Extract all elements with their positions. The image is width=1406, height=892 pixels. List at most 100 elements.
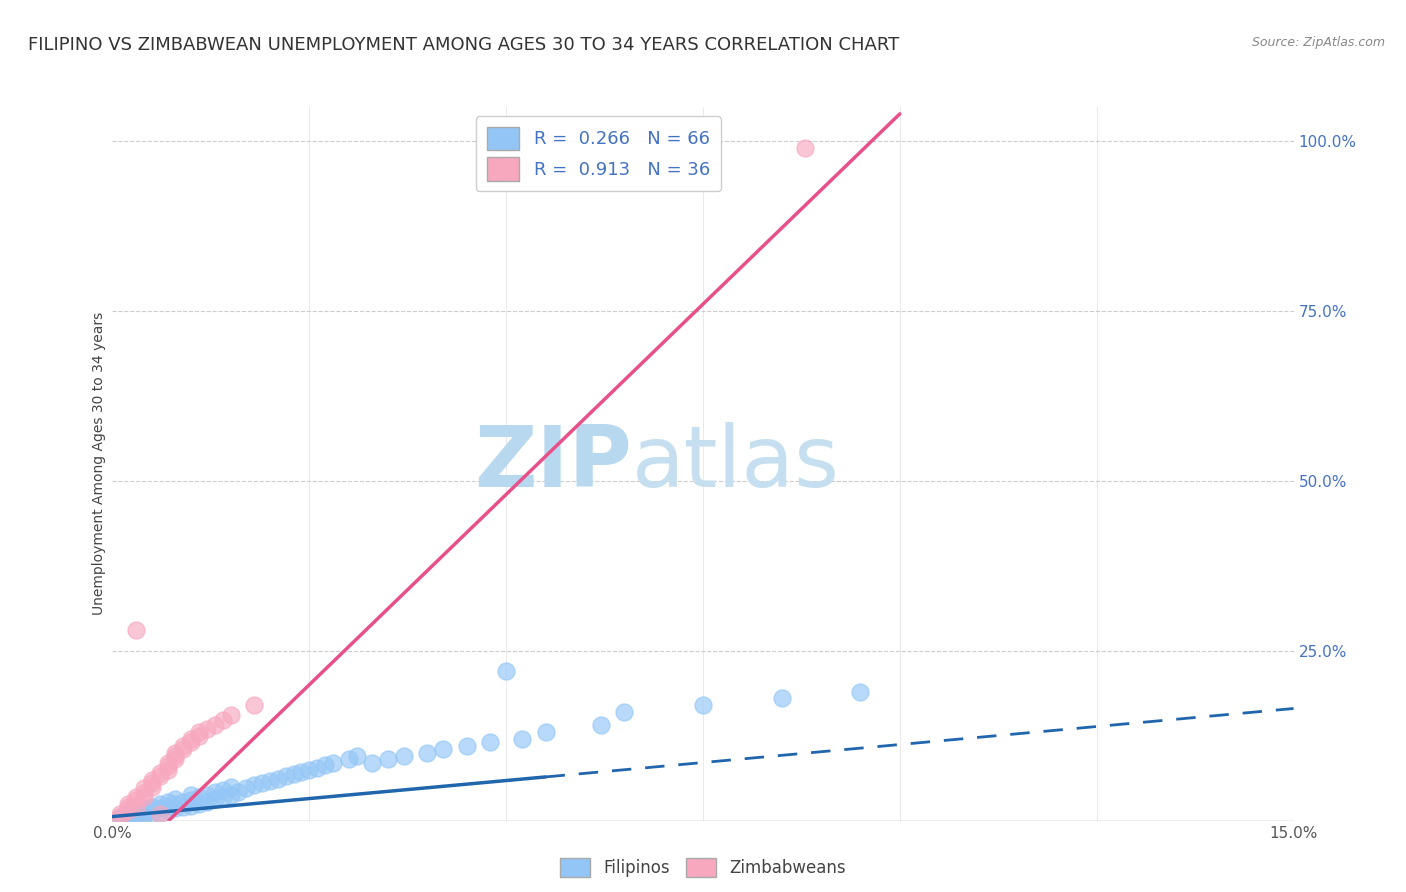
Point [204, 718, 226, 732]
Text: atlas: atlas [633, 422, 841, 506]
Point [204, 792, 226, 806]
Point [290, 764, 312, 779]
Point [180, 788, 202, 802]
Point [243, 778, 266, 792]
Point [180, 732, 202, 747]
Point [195, 788, 218, 802]
Point [165, 746, 187, 760]
Point [211, 783, 233, 797]
Point [132, 787, 155, 801]
Point [243, 698, 266, 712]
Text: FILIPINO VS ZIMBABWEAN UNEMPLOYMENT AMONG AGES 30 TO 34 YEARS CORRELATION CHART: FILIPINO VS ZIMBABWEAN UNEMPLOYMENT AMON… [28, 36, 900, 54]
Point [589, 718, 612, 732]
Point [195, 795, 218, 809]
Point [416, 746, 439, 760]
Point [180, 735, 202, 749]
Point [172, 742, 194, 756]
Point [149, 769, 172, 783]
Point [110, 810, 132, 824]
Point [165, 801, 187, 815]
Point [613, 705, 636, 719]
Point [141, 780, 163, 794]
Point [149, 766, 172, 780]
Point [149, 797, 172, 811]
Point [132, 805, 155, 820]
Point [188, 725, 211, 739]
Point [267, 772, 290, 786]
Point [141, 776, 163, 790]
Point [274, 769, 297, 783]
Point [307, 761, 329, 775]
Point [172, 739, 194, 753]
Point [132, 808, 155, 822]
Point [188, 789, 211, 804]
Point [432, 742, 454, 756]
Point [298, 763, 321, 777]
Point [479, 735, 502, 749]
Point [110, 806, 132, 821]
Point [117, 797, 139, 811]
Point [141, 806, 163, 821]
Point [156, 763, 179, 777]
Point [228, 785, 250, 799]
Point [125, 793, 148, 807]
Point [337, 752, 360, 766]
Point [149, 806, 172, 821]
Point [149, 805, 172, 820]
Text: Source: ZipAtlas.com: Source: ZipAtlas.com [1251, 36, 1385, 49]
Point [125, 789, 148, 804]
Point [377, 752, 399, 766]
Point [125, 809, 148, 823]
Point [794, 141, 817, 155]
Point [204, 785, 226, 799]
Point [132, 780, 155, 795]
Point [770, 691, 793, 706]
Point [156, 756, 179, 770]
Point [125, 800, 148, 814]
Point [849, 684, 872, 698]
Point [117, 808, 139, 822]
Point [165, 792, 187, 806]
Point [117, 804, 139, 818]
Point [180, 793, 202, 807]
Point [219, 780, 242, 794]
Point [180, 798, 202, 813]
Point [125, 806, 148, 821]
Point [132, 801, 155, 815]
Point [156, 795, 179, 809]
Y-axis label: Unemployment Among Ages 30 to 34 years: Unemployment Among Ages 30 to 34 years [93, 312, 107, 615]
Point [219, 708, 242, 723]
Point [495, 664, 517, 678]
Legend: Filipinos, Zimbabweans: Filipinos, Zimbabweans [553, 851, 853, 884]
Point [141, 800, 163, 814]
Point [211, 789, 233, 804]
Point [165, 752, 187, 766]
Point [156, 804, 179, 818]
Point [156, 800, 179, 814]
Point [141, 804, 163, 818]
Point [510, 732, 533, 747]
Point [110, 810, 132, 824]
Point [283, 767, 305, 781]
Point [392, 749, 415, 764]
Point [125, 624, 148, 638]
Point [117, 805, 139, 820]
Point [250, 776, 273, 790]
Point [219, 788, 242, 802]
Point [188, 729, 211, 743]
Point [322, 756, 344, 770]
Point [195, 722, 218, 736]
Point [235, 780, 257, 795]
Point [141, 772, 163, 787]
Point [314, 758, 336, 772]
Point [156, 759, 179, 773]
Point [211, 713, 233, 727]
Point [117, 800, 139, 814]
Point [149, 801, 172, 815]
Point [188, 797, 211, 811]
Point [172, 800, 194, 814]
Point [534, 725, 557, 739]
Point [346, 749, 368, 764]
Point [456, 739, 478, 753]
Text: ZIP: ZIP [474, 422, 633, 506]
